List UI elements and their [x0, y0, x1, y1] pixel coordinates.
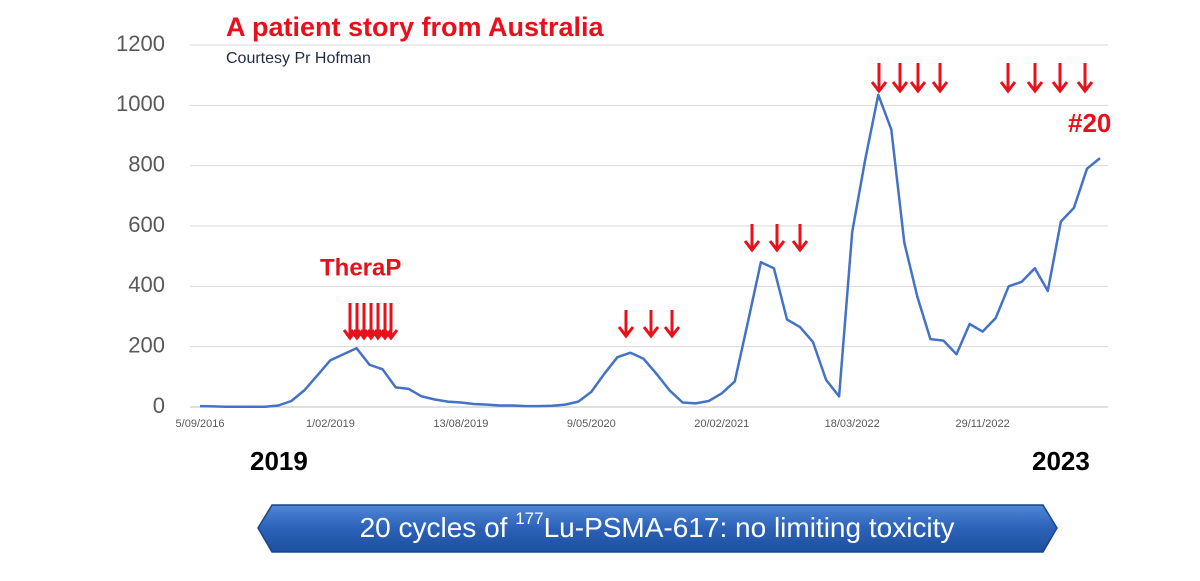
banner-superscript: 177	[515, 509, 543, 528]
y-tick-label: 800	[128, 151, 165, 176]
year-label: 2019	[250, 446, 308, 476]
annotation: TheraP	[320, 254, 401, 281]
banner-text: 20 cycles of 177Lu-PSMA-617: no limiting…	[360, 509, 955, 543]
x-tick-label: 13/08/2019	[433, 418, 488, 430]
x-tick-label: 20/02/2021	[694, 418, 749, 430]
annotation: #20	[1068, 108, 1111, 138]
y-tick-label: 1200	[116, 31, 165, 56]
grid: 0 200 400 600 800 1000 1200 5/09/2016 1/02/2019 1…	[116, 31, 1108, 430]
chart-subtitle: Courtesy Pr Hofman	[226, 50, 371, 67]
treatment-arrows	[342, 63, 1094, 341]
year-label: 2023	[1032, 446, 1090, 476]
arrow-group	[999, 63, 1094, 94]
x-tick-label: 29/11/2022	[955, 418, 1009, 430]
y-tick-label: 200	[128, 332, 165, 357]
x-tick-label: 9/05/2020	[567, 418, 616, 430]
plot	[199, 93, 1101, 408]
arrow-group	[743, 224, 809, 253]
x-tick-label: 5/09/2016	[176, 418, 225, 430]
y-tick-label: 0	[153, 393, 165, 418]
chart-title: A patient story from Australia	[226, 12, 605, 42]
banner-suffix: Lu-PSMA-617: no limiting toxicity	[544, 512, 955, 543]
x-tick-label: 18/03/2022	[825, 418, 880, 430]
x-tick-label: 1/02/2019	[306, 418, 355, 430]
y-tick-label: 400	[128, 272, 165, 297]
banner-prefix: 20 cycles of	[360, 512, 516, 543]
banner: 20 cycles of 177Lu-PSMA-617: no limiting…	[257, 504, 1058, 553]
y-tick-label: 600	[128, 212, 165, 237]
arrow-group	[342, 303, 399, 341]
y-tick-label: 1000	[116, 91, 165, 116]
banner-shape	[257, 504, 1058, 553]
arrow-group	[870, 63, 949, 94]
arrow-group	[617, 310, 681, 339]
data-line	[199, 93, 1101, 408]
